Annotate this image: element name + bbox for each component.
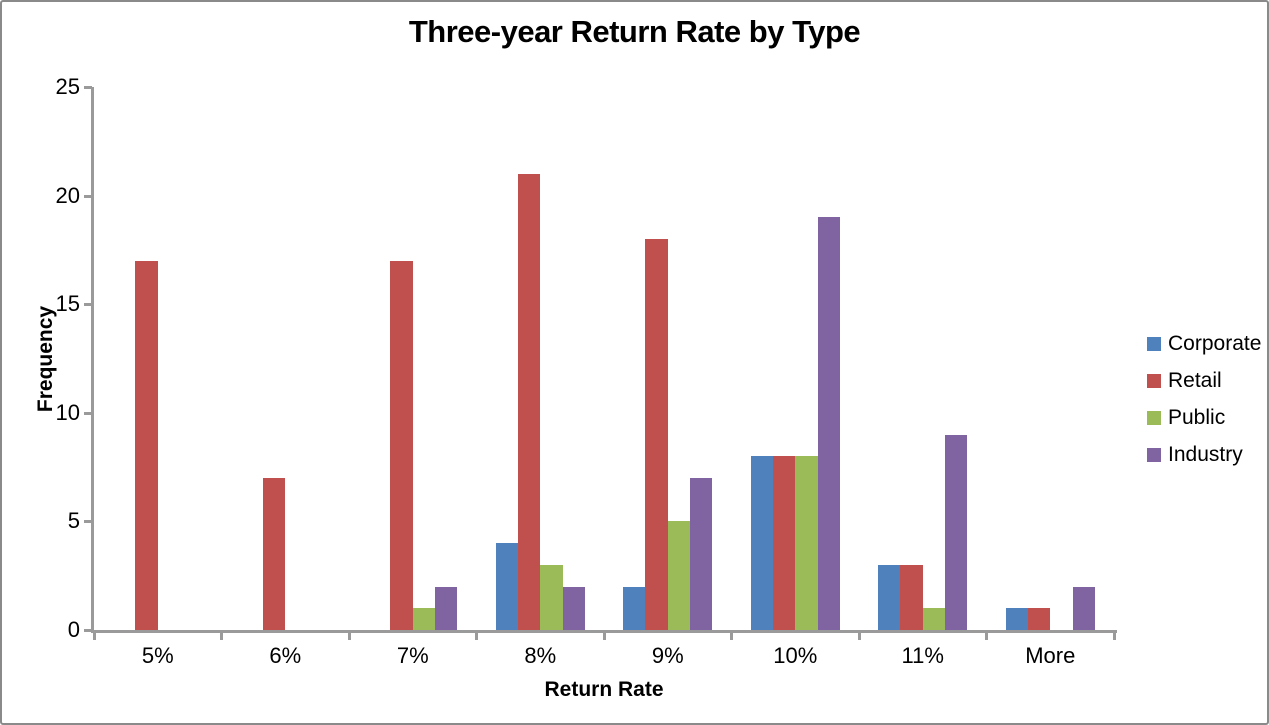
x-axis-title: Return Rate — [544, 678, 664, 701]
y-tick-label: 0 — [67, 617, 80, 642]
bar-corporate-11% — [878, 564, 901, 630]
y-tick-mark — [84, 303, 92, 307]
x-tick-mark — [985, 633, 988, 640]
plot-area — [94, 87, 1114, 630]
bar-public-8% — [540, 564, 563, 630]
bar-industry-10% — [817, 217, 840, 630]
y-tick-mark — [84, 411, 92, 415]
x-tick-mark — [347, 633, 351, 640]
x-tick-mark — [730, 633, 733, 640]
legend: Corporate Retail Public Industry — [1147, 332, 1262, 481]
bar-industry-9% — [690, 477, 713, 630]
bar-corporate-8% — [495, 543, 518, 630]
y-axis-title: Frequency — [34, 305, 57, 413]
legend-item-industry: Industry — [1147, 443, 1261, 466]
y-tick-label: 15 — [55, 291, 80, 317]
bar-public-11% — [922, 608, 946, 630]
legend-label: Public — [1168, 406, 1226, 429]
bar-corporate-10% — [750, 456, 773, 630]
legend-label: Retail — [1168, 369, 1222, 392]
legend-label: Corporate — [1168, 332, 1262, 355]
legend-swatch — [1147, 337, 1161, 351]
x-tick-label: 11% — [901, 643, 944, 668]
bar-retail-6% — [262, 477, 286, 630]
y-tick-label: 25 — [55, 74, 80, 99]
bar-retail-10% — [772, 456, 796, 630]
y-tick-label: 20 — [55, 182, 80, 208]
legend-item-public: Public — [1147, 406, 1261, 429]
y-tick-mark — [84, 86, 92, 89]
y-tick-label: 5 — [67, 508, 80, 534]
x-tick-label: 5% — [141, 643, 174, 668]
x-tick-mark — [92, 633, 96, 640]
bar-industry-11% — [945, 434, 968, 630]
x-tick-mark — [857, 633, 861, 640]
bar-public-7% — [412, 608, 436, 630]
bar-industry-7% — [435, 586, 458, 630]
x-tick-label: 7% — [396, 643, 429, 668]
y-axis-line — [91, 87, 94, 633]
legend-swatch — [1147, 448, 1161, 462]
x-axis-line — [91, 630, 1117, 633]
bar-industry-8% — [562, 586, 585, 630]
y-tick-mark — [84, 520, 92, 524]
y-tick-mark — [84, 629, 92, 632]
y-tick-label: 10 — [55, 399, 80, 425]
bar-retail-11% — [900, 564, 923, 630]
bar-retail-5% — [135, 260, 158, 630]
legend-swatch — [1147, 411, 1161, 425]
x-tick-mark — [1112, 633, 1116, 640]
bar-retail-9% — [645, 239, 668, 630]
bar-public-9% — [667, 521, 691, 630]
x-tick-label: 9% — [651, 643, 684, 668]
bar-retail-8% — [517, 173, 541, 630]
bar-retail-7% — [390, 260, 413, 630]
bar-corporate-9% — [623, 586, 646, 630]
bar-industry-more — [1072, 586, 1095, 630]
legend-item-retail: Retail — [1147, 369, 1261, 392]
x-tick-mark — [220, 633, 223, 640]
x-tick-mark — [475, 633, 478, 640]
legend-swatch — [1147, 374, 1161, 388]
x-tick-mark — [602, 633, 606, 640]
legend-label: Industry — [1168, 443, 1243, 466]
bar-public-10% — [795, 456, 818, 630]
chart-title: Three-year Return Rate by Type — [408, 14, 861, 49]
legend-item-corporate: Corporate — [1147, 332, 1262, 355]
y-tick-mark — [84, 194, 92, 198]
x-tick-label: 6% — [269, 643, 302, 668]
x-tick-label: 8% — [524, 643, 557, 668]
x-tick-label: 10% — [773, 643, 818, 668]
x-tick-label: More — [1025, 643, 1076, 668]
bar-corporate-more — [1005, 608, 1028, 630]
bar-retail-more — [1027, 608, 1051, 630]
